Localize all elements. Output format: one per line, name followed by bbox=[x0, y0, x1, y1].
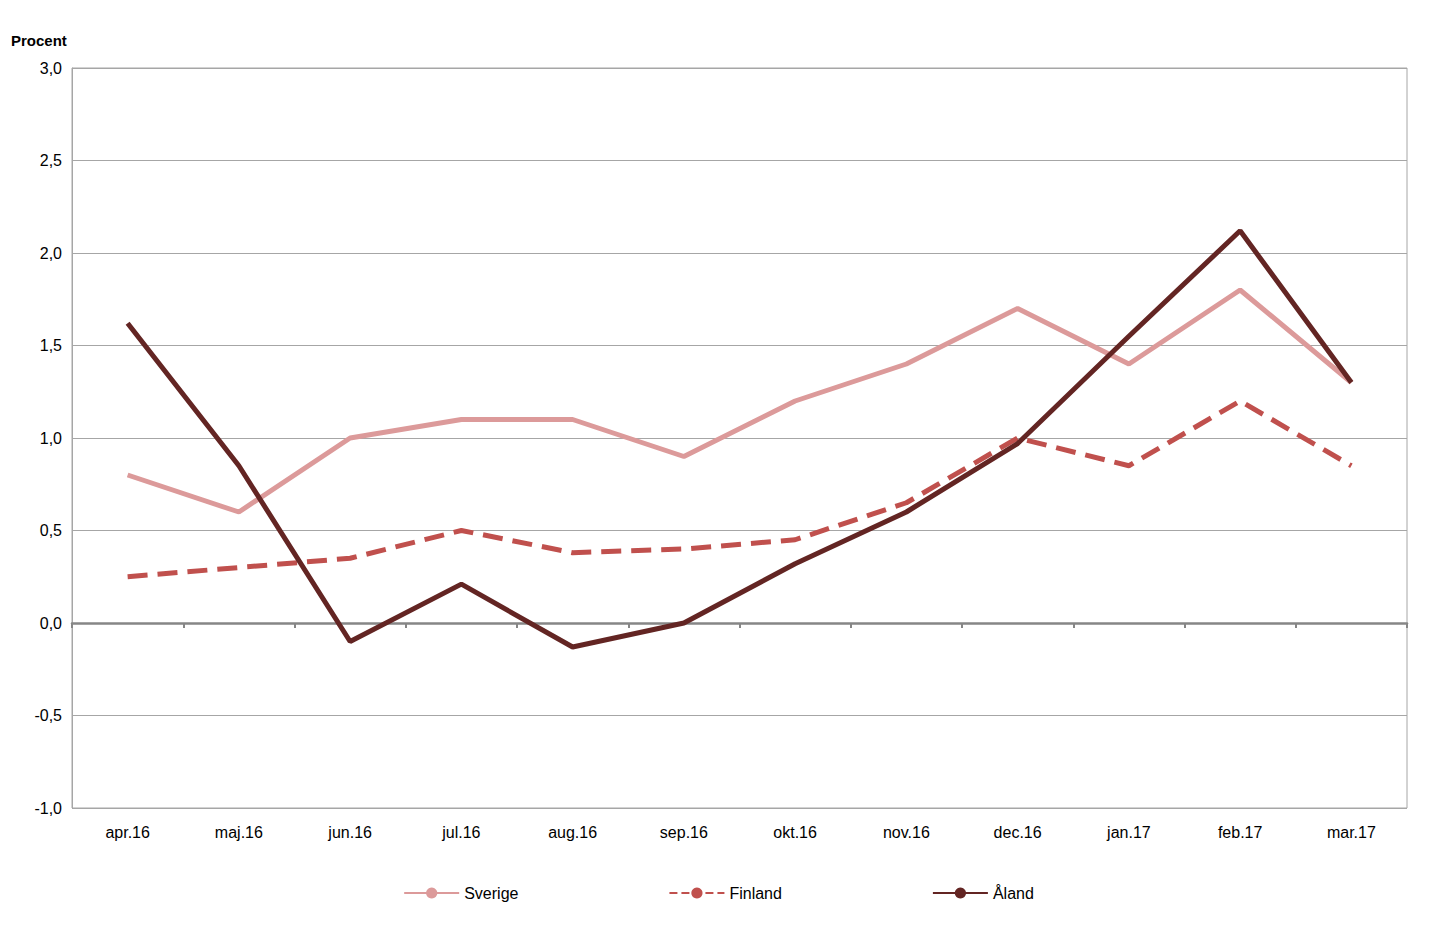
svg-text:sep.16: sep.16 bbox=[660, 824, 708, 841]
svg-text:jan.17: jan.17 bbox=[1106, 824, 1151, 841]
svg-text:apr.16: apr.16 bbox=[105, 824, 150, 841]
svg-text:2,0: 2,0 bbox=[40, 245, 62, 262]
svg-text:maj.16: maj.16 bbox=[215, 824, 263, 841]
svg-text:1,0: 1,0 bbox=[40, 430, 62, 447]
svg-text:-1,0: -1,0 bbox=[34, 800, 62, 817]
svg-text:dec.16: dec.16 bbox=[994, 824, 1042, 841]
svg-text:-0,5: -0,5 bbox=[34, 707, 62, 724]
svg-text:Åland: Åland bbox=[993, 884, 1034, 902]
svg-text:nov.16: nov.16 bbox=[883, 824, 930, 841]
svg-text:jun.16: jun.16 bbox=[327, 824, 372, 841]
svg-text:3,0: 3,0 bbox=[40, 60, 62, 77]
svg-text:Sverige: Sverige bbox=[464, 885, 518, 902]
svg-text:feb.17: feb.17 bbox=[1218, 824, 1263, 841]
svg-text:mar.17: mar.17 bbox=[1327, 824, 1376, 841]
svg-text:1,5: 1,5 bbox=[40, 337, 62, 354]
svg-text:Procent: Procent bbox=[11, 32, 67, 49]
svg-text:0,0: 0,0 bbox=[40, 615, 62, 632]
svg-text:Finland: Finland bbox=[729, 885, 781, 902]
svg-text:0,5: 0,5 bbox=[40, 522, 62, 539]
svg-text:jul.16: jul.16 bbox=[441, 824, 480, 841]
svg-text:okt.16: okt.16 bbox=[773, 824, 817, 841]
svg-text:aug.16: aug.16 bbox=[548, 824, 597, 841]
svg-text:2,5: 2,5 bbox=[40, 152, 62, 169]
